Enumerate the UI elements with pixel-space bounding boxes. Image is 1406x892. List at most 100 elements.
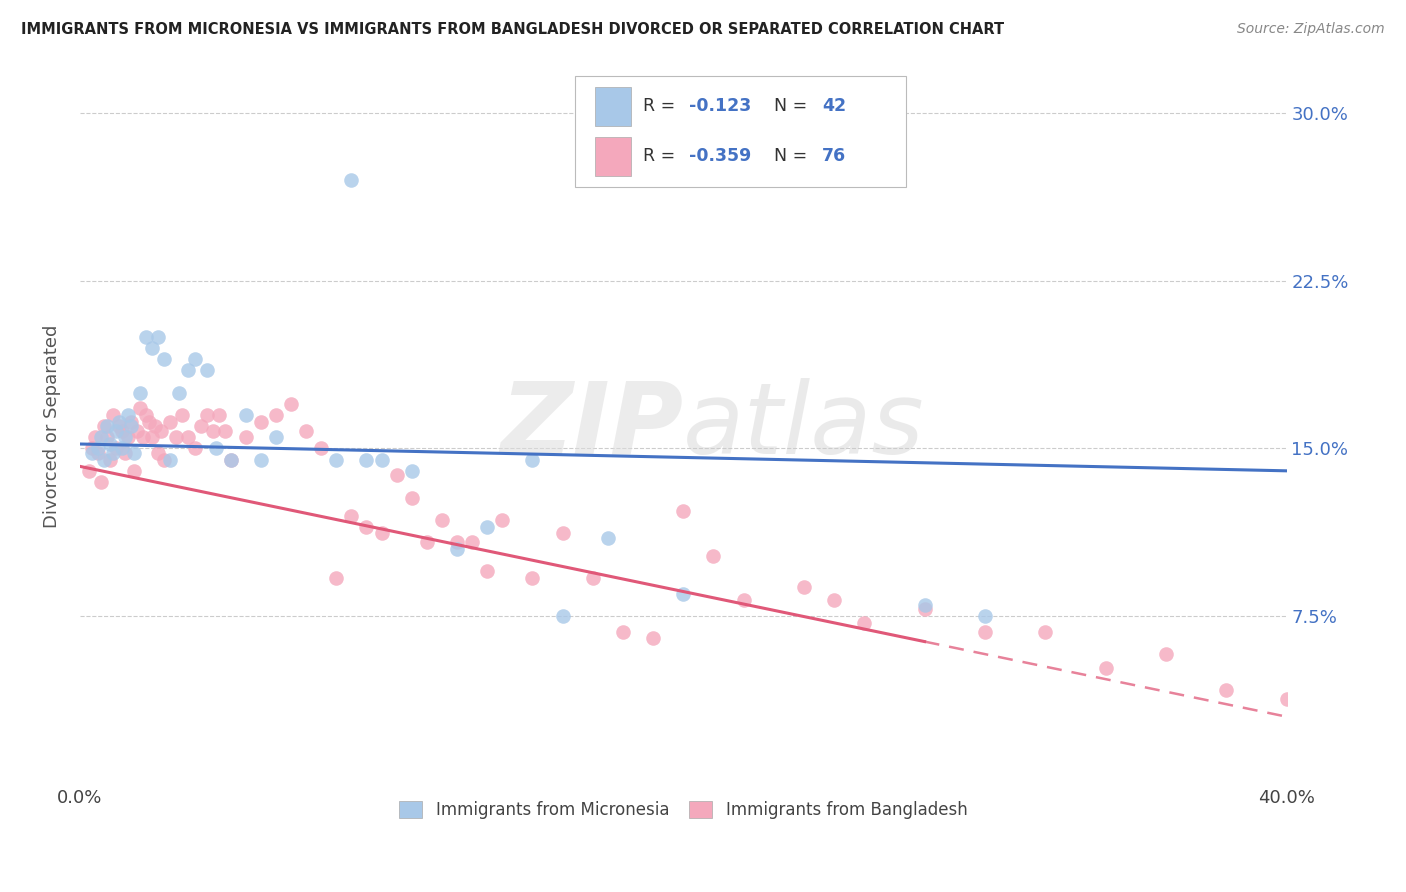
Point [114, 446, 136, 460]
Point [105, 424, 128, 438]
Text: N =: N = [773, 97, 813, 115]
Point [582, 571, 605, 585]
Point [132, 430, 155, 444]
FancyBboxPatch shape [595, 136, 631, 176]
Point [117, 408, 139, 422]
Point [250, 452, 273, 467]
Text: ZIP: ZIP [501, 377, 683, 475]
Text: -0.123: -0.123 [689, 97, 752, 115]
Point [141, 430, 163, 444]
Point [183, 352, 205, 367]
Point [1033, 624, 1056, 639]
Point [280, 397, 302, 411]
Legend: Immigrants from Micronesia, Immigrants from Bangladesh: Immigrants from Micronesia, Immigrants f… [392, 794, 974, 825]
Point [129, 385, 152, 400]
Point [325, 452, 347, 467]
Point [214, 424, 236, 438]
Point [309, 442, 332, 456]
Point [235, 430, 257, 444]
Text: 76: 76 [823, 147, 846, 166]
Point [105, 442, 128, 456]
Point [80, 446, 103, 460]
Point [475, 519, 498, 533]
Point [80, 442, 103, 456]
Point [111, 424, 134, 438]
Point [461, 535, 484, 549]
Point [93, 452, 115, 467]
Point [148, 329, 170, 343]
Point [1275, 691, 1298, 706]
Text: R =: R = [644, 97, 681, 115]
Point [1094, 660, 1116, 674]
Point [108, 419, 131, 434]
Point [201, 424, 224, 438]
Text: R =: R = [644, 147, 681, 166]
Point [101, 446, 124, 460]
Y-axis label: Divorced or Separated: Divorced or Separated [44, 325, 60, 528]
Point [127, 424, 149, 438]
Point [340, 508, 363, 523]
Point [98, 437, 121, 451]
Point [340, 173, 363, 187]
Text: N =: N = [773, 147, 813, 166]
Point [117, 430, 139, 444]
Point [1336, 691, 1358, 706]
Point [77, 464, 100, 478]
FancyBboxPatch shape [595, 87, 631, 126]
Point [208, 408, 231, 422]
Point [87, 446, 110, 460]
Point [446, 535, 468, 549]
Point [793, 580, 815, 594]
Point [87, 442, 110, 456]
Point [551, 526, 574, 541]
Point [1215, 682, 1237, 697]
Point [195, 408, 218, 422]
Point [108, 415, 131, 429]
Point [491, 513, 513, 527]
Point [974, 609, 997, 624]
FancyBboxPatch shape [575, 76, 907, 186]
Point [235, 408, 257, 422]
Point [138, 415, 160, 429]
Point [90, 430, 112, 444]
Point [153, 452, 176, 467]
Point [159, 415, 181, 429]
Point [101, 408, 124, 422]
Point [672, 587, 695, 601]
Point [90, 475, 112, 489]
Point [914, 602, 936, 616]
Point [596, 531, 619, 545]
Point [264, 408, 287, 422]
Point [219, 452, 242, 467]
Point [430, 513, 453, 527]
Point [135, 408, 157, 422]
Point [169, 385, 191, 400]
Point [401, 491, 423, 505]
Text: 42: 42 [823, 97, 846, 115]
Point [702, 549, 724, 563]
Point [120, 415, 142, 429]
Point [370, 526, 392, 541]
Point [153, 352, 176, 367]
Point [475, 565, 498, 579]
Point [135, 329, 157, 343]
Point [96, 419, 118, 434]
Point [325, 571, 347, 585]
Point [370, 452, 392, 467]
Point [150, 424, 173, 438]
Point [172, 408, 194, 422]
Point [401, 464, 423, 478]
Point [672, 504, 695, 518]
Point [551, 609, 574, 624]
Point [914, 598, 936, 612]
Point [219, 452, 242, 467]
Point [385, 468, 408, 483]
Point [120, 419, 142, 434]
Point [96, 430, 118, 444]
Point [522, 571, 544, 585]
Point [111, 442, 134, 456]
Point [250, 415, 273, 429]
Point [141, 341, 163, 355]
Text: IMMIGRANTS FROM MICRONESIA VS IMMIGRANTS FROM BANGLADESH DIVORCED OR SEPARATED C: IMMIGRANTS FROM MICRONESIA VS IMMIGRANTS… [21, 22, 1004, 37]
Point [122, 464, 145, 478]
